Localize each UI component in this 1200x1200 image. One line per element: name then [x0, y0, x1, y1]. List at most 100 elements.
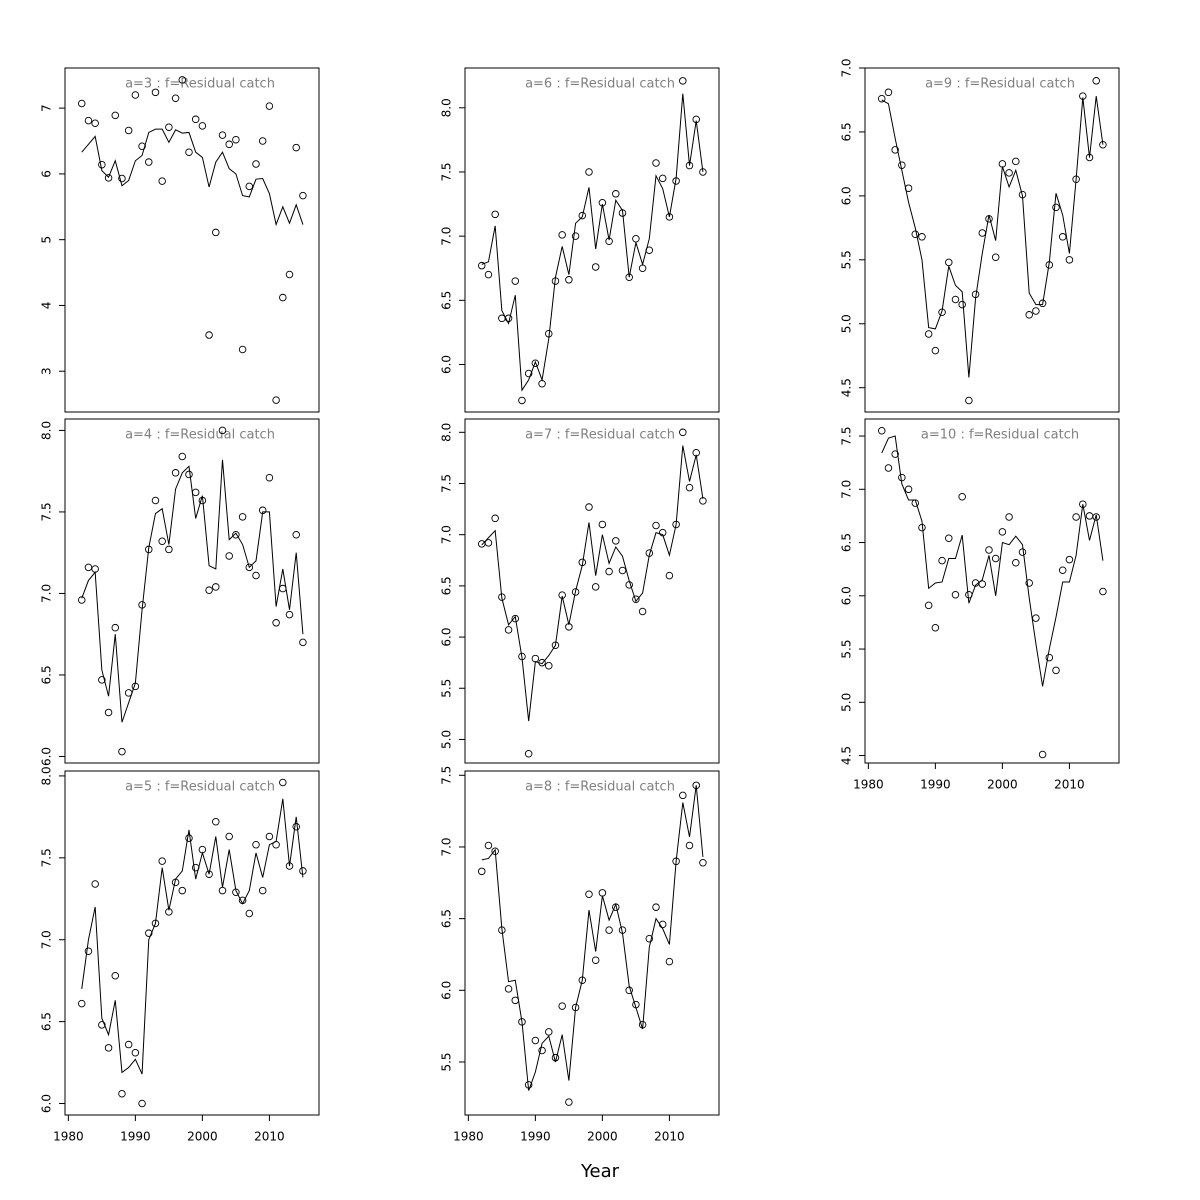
- observed-point: [238, 345, 247, 354]
- observed-point: [1099, 587, 1107, 596]
- observed-point: [252, 571, 260, 580]
- x-tick-label: 2010: [1054, 778, 1085, 792]
- observed-point: [558, 1002, 566, 1010]
- observed-point: [504, 626, 513, 634]
- x-tick-label: 1980: [853, 778, 884, 792]
- observed-point: [124, 126, 133, 135]
- observed-point: [145, 929, 153, 937]
- fitted-line: [81, 459, 304, 723]
- observed-point: [212, 583, 220, 591]
- y-tick-label: 4.5: [840, 378, 854, 397]
- panel-title: a=5 : f=Residual catch: [125, 780, 275, 795]
- observed-point: [632, 234, 640, 243]
- observed-point: [265, 832, 274, 841]
- observed-point: [1018, 548, 1027, 556]
- observed-point: [165, 123, 173, 131]
- y-tick-label: 6.0: [840, 586, 854, 605]
- observed-point: [951, 295, 960, 304]
- observed-point: [292, 531, 300, 539]
- observed-point: [232, 531, 240, 539]
- y-tick-label: 6: [40, 170, 54, 178]
- observed-point: [878, 94, 886, 103]
- y-tick-label: 7: [40, 104, 54, 112]
- observed-point: [258, 886, 267, 895]
- x-axis-label: Year: [580, 1161, 620, 1182]
- observed-point: [91, 119, 99, 128]
- y-tick-label: 7.0: [40, 584, 54, 603]
- y-tick-label: 8.0: [440, 423, 454, 442]
- observed-point: [272, 396, 280, 404]
- observed-point: [118, 174, 126, 183]
- y-tick-label: 5.5: [840, 250, 854, 269]
- observed-point: [1012, 559, 1020, 567]
- observed-point: [878, 426, 886, 435]
- observed-point: [484, 841, 493, 850]
- y-tick-label: 8.0: [440, 98, 454, 117]
- observed-point: [158, 177, 166, 185]
- y-tick-label: 5.5: [440, 679, 454, 698]
- observed-point: [931, 623, 940, 632]
- observed-point: [84, 563, 93, 572]
- observed-point: [491, 514, 499, 523]
- observed-point: [958, 300, 966, 309]
- observed-point: [605, 567, 613, 576]
- observed-point: [679, 77, 687, 85]
- observed-point: [265, 473, 274, 482]
- observed-point: [652, 903, 660, 911]
- observed-point: [84, 116, 93, 125]
- observed-point: [245, 909, 254, 918]
- y-tick-label: 7.0: [440, 837, 454, 856]
- y-tick-label: 6.0: [440, 981, 454, 1000]
- observed-point: [151, 88, 160, 97]
- observed-point: [1005, 169, 1013, 177]
- observed-point: [524, 750, 533, 758]
- observed-point: [585, 503, 593, 511]
- y-tick-label: 7.5: [840, 426, 854, 445]
- observed-point: [218, 131, 227, 139]
- observed-point: [1072, 513, 1080, 521]
- x-tick-label: 1980: [453, 1130, 484, 1144]
- observed-point: [178, 886, 187, 895]
- observed-point: [1065, 555, 1074, 564]
- x-tick-label: 1990: [920, 778, 951, 792]
- observed-point: [924, 601, 933, 610]
- observed-point: [591, 583, 600, 591]
- observed-point: [891, 450, 899, 458]
- observed-point: [931, 346, 940, 355]
- plot-frame: [64, 770, 320, 1116]
- fitted-line: [81, 798, 304, 1075]
- y-tick-label: 7.0: [440, 525, 454, 544]
- observed-point: [652, 159, 660, 167]
- fitted-line: [881, 96, 1104, 378]
- observed-point: [645, 934, 654, 943]
- observed-point: [991, 554, 1000, 563]
- observed-point: [104, 174, 113, 182]
- observed-point: [545, 1028, 553, 1036]
- observed-point: [279, 778, 287, 787]
- observed-point: [665, 571, 674, 580]
- observed-point: [158, 857, 166, 865]
- observed-point: [245, 563, 254, 572]
- observed-point: [292, 822, 300, 831]
- observed-point: [504, 985, 513, 993]
- observed-point: [685, 841, 694, 850]
- y-tick-label: 5.5: [840, 639, 854, 658]
- observed-point: [918, 233, 926, 241]
- observed-point: [131, 91, 140, 99]
- observed-point: [245, 182, 254, 191]
- observed-point: [911, 230, 920, 238]
- panel-title: a=4 : f=Residual catch: [125, 428, 275, 443]
- observed-point: [478, 261, 486, 270]
- y-tick-label: 6.0: [840, 186, 854, 205]
- observed-point: [145, 158, 153, 166]
- observed-point: [951, 590, 960, 599]
- observed-point: [272, 619, 280, 627]
- observed-point: [198, 122, 207, 130]
- observed-point: [111, 623, 120, 632]
- plot-frame: [864, 418, 1120, 764]
- y-tick-label: 6.0: [40, 1094, 54, 1113]
- observed-point: [991, 253, 1000, 262]
- observed-point: [985, 546, 993, 554]
- observed-point: [1052, 203, 1060, 212]
- observed-point: [978, 580, 987, 588]
